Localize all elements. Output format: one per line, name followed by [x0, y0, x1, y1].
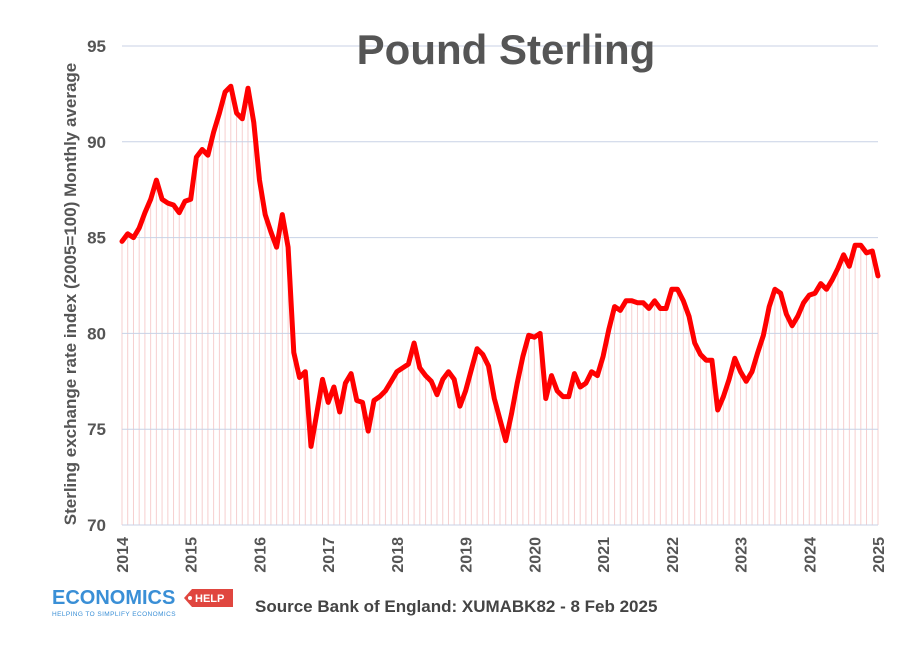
source-note: Source Bank of England: XUMABK82 - 8 Feb… — [255, 597, 657, 616]
x-tick-label: 2017 — [321, 537, 338, 573]
y-tick-label: 85 — [87, 229, 106, 248]
y-tick-label: 90 — [87, 133, 106, 152]
logo-badge-text: HELP — [195, 593, 224, 605]
help-badge-dot — [188, 596, 192, 600]
logo-tagline: HELPING TO SIMPLIFY ECONOMICS — [52, 611, 176, 618]
x-tick-label: 2016 — [252, 537, 269, 573]
x-tick-label: 2014 — [115, 537, 132, 573]
x-tick-label: 2025 — [871, 537, 888, 573]
x-tick-label: 2019 — [459, 537, 476, 573]
x-tick-label: 2018 — [390, 537, 407, 573]
y-tick-label: 70 — [87, 516, 106, 535]
x-tick-label: 2024 — [802, 537, 819, 573]
series-line — [119, 83, 881, 449]
tick-labels: 70 75 80 85 90 95 2014 2015 2016 2017 2018 2019 2020… — [87, 37, 888, 573]
series-line-layer — [119, 83, 881, 449]
x-tick-label: 2022 — [665, 537, 682, 573]
y-tick-label: 80 — [87, 324, 106, 343]
y-axis-label: Sterling exchange rate index (2005=100) … — [61, 63, 80, 526]
gridlines — [122, 45, 878, 526]
x-tick-label: 2015 — [184, 537, 201, 573]
logo-text: ECONOMICS — [52, 587, 175, 609]
chart-title: Pound Sterling — [357, 26, 656, 73]
area-fill-layer — [121, 86, 879, 525]
x-tick-label: 2020 — [527, 537, 544, 573]
economics-help-logo: ECONOMICS HELP HELPING TO SIMPLIFY ECONO… — [52, 587, 233, 618]
y-tick-label: 75 — [87, 420, 106, 439]
y-tick-label: 95 — [87, 37, 106, 56]
help-badge-icon — [184, 589, 233, 607]
x-tick-label: 2023 — [734, 537, 751, 573]
x-tick-label: 2021 — [596, 537, 613, 573]
